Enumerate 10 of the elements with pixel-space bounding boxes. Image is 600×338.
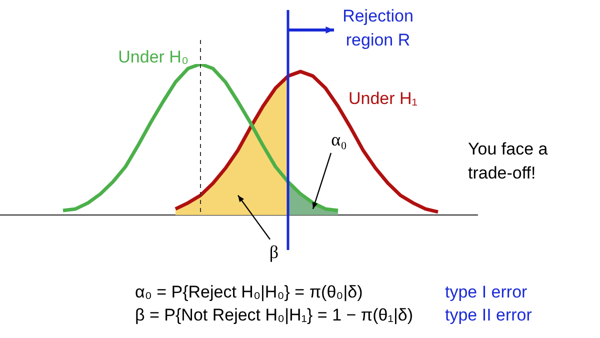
series-label: Under H₁	[348, 89, 418, 108]
text: Rejection region R	[342, 6, 414, 50]
text: β = P{Not Reject H₀|H₁} = 1 − π(θ₁|δ)	[135, 306, 414, 325]
series-label: Under H₀	[118, 48, 188, 67]
text: α₀ = P{Reject H₀|H₀} = π(θ₀|δ)	[135, 282, 363, 302]
series-label: β	[269, 242, 279, 262]
text: You face a trade-off!	[468, 140, 548, 183]
text: type II error	[445, 306, 532, 325]
text: type I error	[445, 282, 528, 302]
text: α₀	[331, 130, 347, 150]
